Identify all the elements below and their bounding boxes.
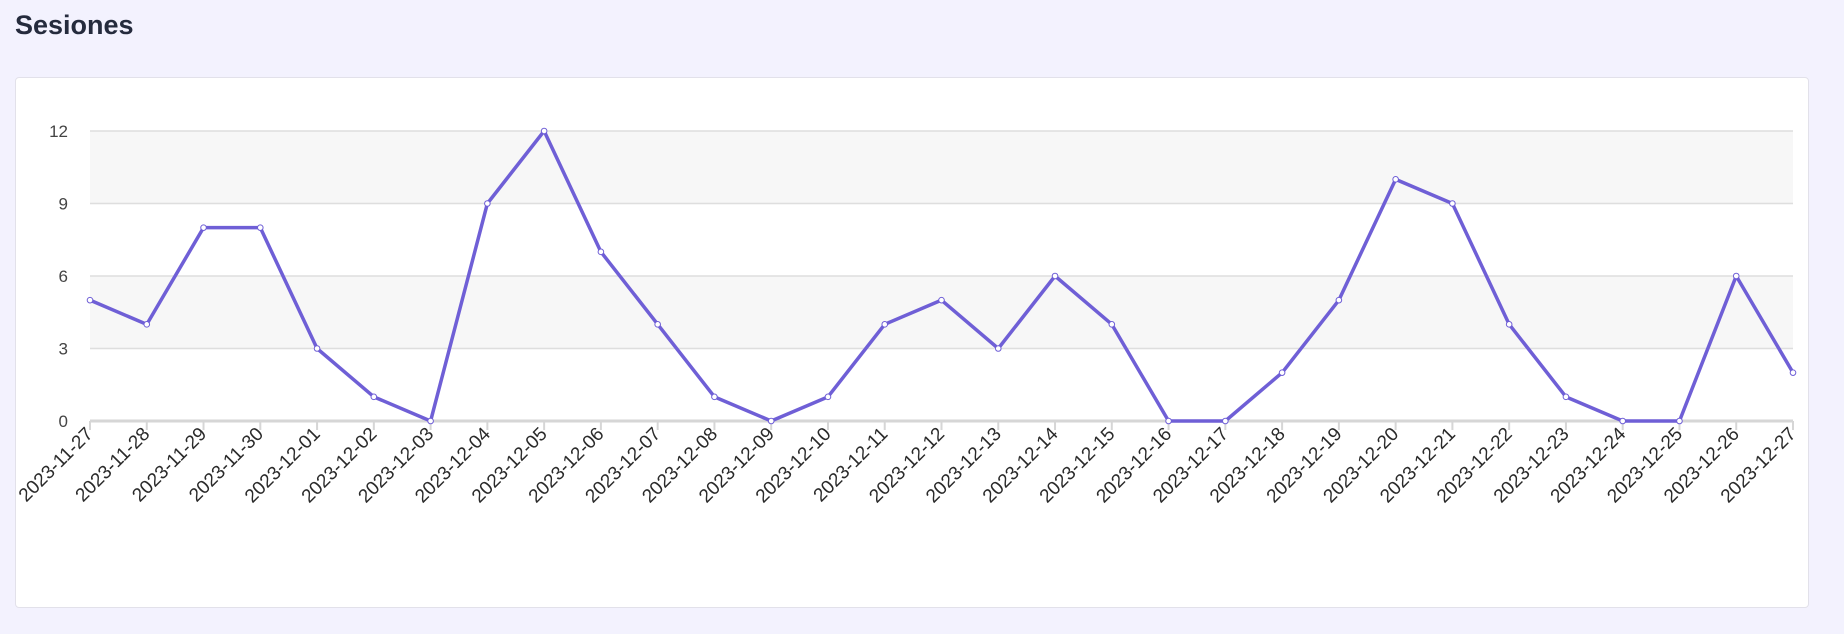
data-point[interactable] bbox=[484, 200, 491, 207]
x-axis-ticks: 2023-11-272023-11-282023-11-292023-11-30… bbox=[15, 421, 1801, 507]
data-point[interactable] bbox=[1449, 200, 1456, 207]
data-point[interactable] bbox=[994, 345, 1002, 352]
data-point[interactable] bbox=[1619, 417, 1626, 425]
y-tick-label: 3 bbox=[59, 340, 68, 359]
data-point[interactable] bbox=[370, 393, 378, 401]
data-point[interactable] bbox=[313, 345, 321, 352]
data-point[interactable] bbox=[1222, 417, 1229, 425]
y-tick-label: 6 bbox=[59, 267, 68, 286]
y-tick-label: 12 bbox=[49, 122, 68, 141]
data-point[interactable] bbox=[711, 393, 718, 401]
chart-line-layer bbox=[86, 127, 1797, 425]
data-point[interactable] bbox=[1732, 272, 1740, 280]
data-point[interactable] bbox=[200, 224, 207, 231]
data-point[interactable] bbox=[1789, 369, 1797, 376]
data-point[interactable] bbox=[1562, 393, 1570, 401]
data-point[interactable] bbox=[938, 296, 945, 304]
data-point[interactable] bbox=[654, 321, 661, 328]
data-point[interactable] bbox=[1278, 369, 1286, 376]
data-point[interactable] bbox=[540, 127, 548, 135]
data-point[interactable] bbox=[143, 321, 151, 328]
data-point[interactable] bbox=[881, 321, 889, 328]
page-title: Sesiones bbox=[15, 10, 134, 40]
data-point[interactable] bbox=[1051, 272, 1059, 280]
data-point[interactable] bbox=[1335, 296, 1343, 304]
data-point[interactable] bbox=[1165, 417, 1172, 425]
data-point[interactable] bbox=[257, 224, 264, 231]
data-point[interactable] bbox=[1676, 417, 1683, 425]
y-tick-label: 0 bbox=[59, 412, 68, 431]
y-axis-ticks: 0 3 6 9 12 bbox=[49, 122, 68, 431]
y-tick-label: 9 bbox=[59, 195, 68, 214]
data-point[interactable] bbox=[597, 248, 605, 256]
data-point[interactable] bbox=[427, 417, 434, 425]
grid-band bbox=[90, 276, 1793, 349]
grid-band bbox=[90, 131, 1793, 204]
data-point[interactable] bbox=[86, 296, 94, 304]
data-point[interactable] bbox=[824, 393, 832, 401]
data-point[interactable] bbox=[1392, 176, 1399, 183]
chart-bands bbox=[90, 131, 1793, 349]
data-point[interactable] bbox=[1108, 321, 1116, 328]
data-point[interactable] bbox=[767, 417, 775, 425]
data-point[interactable] bbox=[1505, 321, 1513, 328]
